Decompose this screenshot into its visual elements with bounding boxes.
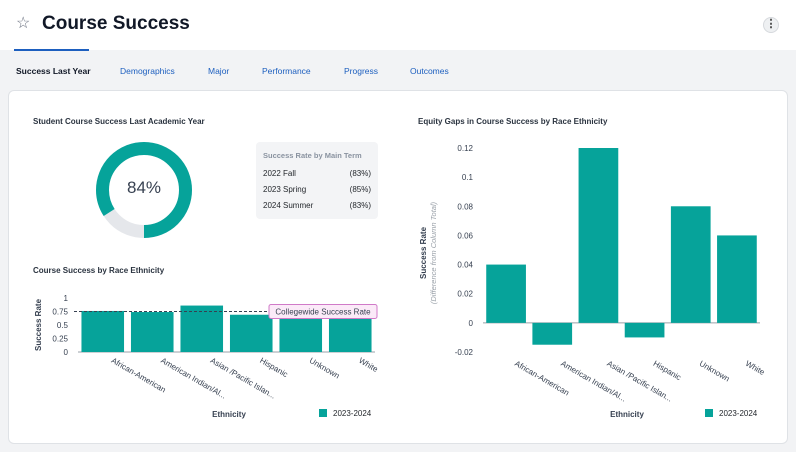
success-panel-title: Student Course Success Last Academic Yea…: [33, 117, 205, 126]
term-value: (85%): [349, 185, 371, 194]
active-tab-indicator: [14, 49, 89, 51]
tab-performance[interactable]: Performance: [262, 66, 311, 76]
kebab-menu-icon[interactable]: ⋮: [763, 17, 779, 33]
tab-progress[interactable]: Progress: [344, 66, 379, 76]
tab-bar: Success Last Year Demographics Major Per…: [0, 50, 796, 86]
race-chart-legend: 2023-2024: [319, 409, 371, 419]
term-row: 2023 Spring (85%): [263, 185, 371, 195]
tab-outcomes[interactable]: Outcomes: [410, 66, 449, 76]
legend-label: 2023-2024: [719, 409, 758, 418]
page-title: Course Success: [42, 13, 190, 34]
equity-chart-title: Equity Gaps in Course Success by Race Et…: [418, 117, 608, 126]
term-row: 2022 Fall (83%): [263, 169, 371, 179]
term-name: 2024 Summer: [263, 201, 314, 210]
term-name: 2022 Fall: [263, 169, 296, 178]
term-success-table: Success Rate by Main Term 2022 Fall (83%…: [256, 142, 378, 219]
success-rate-value: 84%: [126, 178, 162, 197]
race-chart-title: Course Success by Race Ethnicity: [33, 266, 165, 275]
legend-label: 2023-2024: [333, 409, 372, 418]
tab-major[interactable]: Major: [208, 66, 230, 76]
term-table-title: Success Rate by Main Term: [263, 151, 362, 160]
legend-swatch: [705, 409, 713, 417]
equity-chart-legend: 2023-2024: [705, 409, 757, 419]
tab-success-last-year[interactable]: Success Last Year: [16, 66, 91, 76]
legend-swatch: [319, 409, 327, 417]
page-header: ☆ Course Success ⋮: [0, 0, 796, 50]
term-value: (83%): [349, 169, 371, 178]
tab-demographics[interactable]: Demographics: [120, 66, 175, 76]
term-value: (83%): [349, 201, 371, 210]
term-name: 2023 Spring: [263, 185, 307, 194]
term-row: 2024 Summer (83%): [263, 201, 371, 211]
star-outline-icon[interactable]: ☆: [16, 15, 31, 32]
